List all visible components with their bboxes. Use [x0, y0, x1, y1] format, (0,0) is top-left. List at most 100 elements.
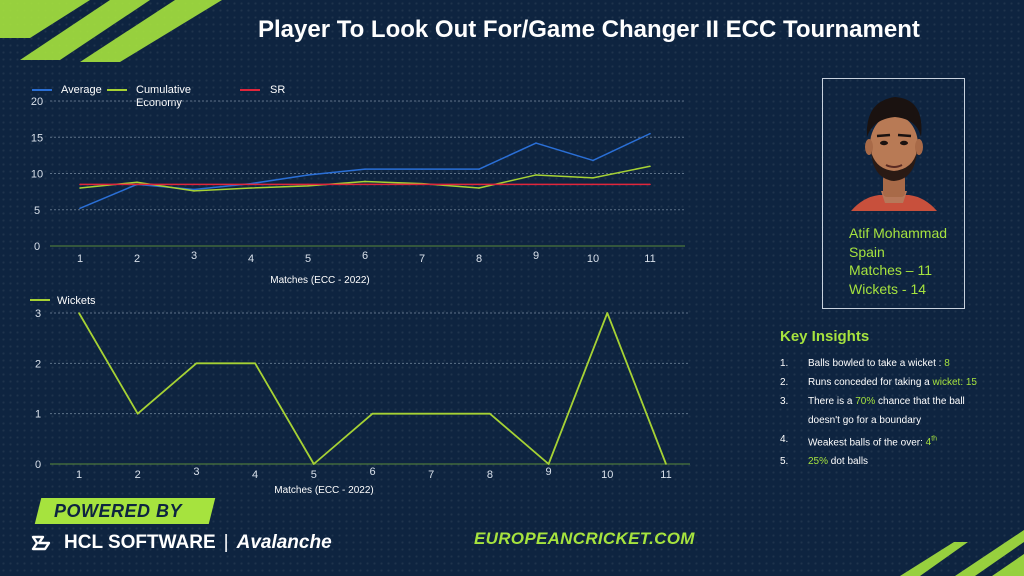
x-tick-label: 4 [252, 469, 258, 481]
x-tick-label: 9 [546, 466, 552, 478]
brand-separator: | [223, 532, 229, 553]
insight-item: 1. Balls bowled to take a wicket : 8 [780, 354, 1020, 373]
data-point [592, 183, 594, 186]
insight-number: 4. [780, 434, 789, 445]
x-tick-label: 6 [362, 250, 368, 262]
data-point [250, 183, 252, 186]
data-point [489, 412, 491, 415]
data-point [535, 183, 537, 186]
data-point [195, 362, 198, 365]
insight-highlight: 25% [808, 456, 829, 468]
data-point [478, 187, 480, 189]
legend-economy-label: Cumulative Economy [136, 84, 191, 109]
legend-average-label: Average [61, 84, 102, 96]
y-tick-label: 10 [31, 169, 43, 181]
player-card [822, 78, 965, 309]
top-left-stripes [0, 0, 222, 62]
data-point [79, 207, 81, 210]
x-tick-label: 8 [487, 469, 493, 481]
insight-text: doesn't go for a boundary [808, 415, 922, 426]
data-point [313, 463, 315, 465]
data-point [478, 168, 480, 170]
data-point [547, 463, 550, 465]
bottom-x-axis-title: Matches (ECC - 2022) [274, 485, 373, 496]
data-point [592, 159, 594, 162]
insight-number: 1. [780, 358, 789, 369]
y-tick-label: 0 [35, 459, 41, 471]
data-point [421, 168, 423, 170]
x-tick-label: 2 [135, 469, 141, 481]
data-point [371, 412, 374, 415]
data-point [193, 188, 195, 191]
y-tick-label: 3 [35, 308, 41, 320]
insights-list: 1. Balls bowled to take a wicket : 8 2. Run… [780, 354, 1020, 471]
insight-item: doesn't go for a boundary [780, 411, 1020, 430]
series-line-wickets [78, 312, 667, 465]
hcl-logo-icon [31, 535, 51, 551]
top-x-ticks: 1 2 3 4 5 6 7 8 9 10 11 [77, 250, 656, 265]
data-point [478, 183, 480, 186]
data-point [136, 412, 139, 415]
top-y-ticks: 0 5 10 15 20 [31, 96, 43, 253]
insight-number: 3. [780, 396, 789, 407]
x-tick-label: 10 [587, 253, 599, 265]
insight-item: 3. There is a 70% chance that the ball [780, 392, 1020, 411]
insight-highlight: 8 [944, 358, 950, 369]
x-tick-label: 8 [476, 253, 482, 265]
legend-sr-label: SR [270, 84, 285, 96]
x-tick-label: 10 [601, 469, 613, 481]
data-point [307, 183, 309, 186]
data-point [649, 183, 651, 186]
data-point [254, 362, 256, 365]
x-tick-label: 1 [76, 469, 82, 481]
data-point [79, 183, 81, 186]
x-tick-label: 5 [305, 253, 311, 265]
data-point [136, 181, 138, 183]
data-point [535, 142, 537, 144]
insights-title: Key Insights [780, 328, 870, 345]
data-point [78, 312, 80, 314]
insight-highlight: 4th [925, 436, 938, 449]
data-point [136, 183, 138, 186]
player-name: Atif Mohammad [849, 225, 948, 241]
player-matches: Matches – 11 [849, 262, 933, 278]
data-point [364, 180, 366, 183]
insight-highlight: wicket: 15 [932, 377, 977, 388]
player-wickets: Wickets - 14 [849, 280, 927, 297]
insight-item: 5. 25% dot balls [780, 452, 1020, 471]
y-tick-label: 1 [35, 409, 41, 421]
insight-highlight: 70% [855, 396, 876, 407]
y-tick-label: 2 [35, 358, 41, 370]
data-point [535, 174, 537, 176]
top-grid [50, 100, 685, 247]
data-point [606, 312, 609, 314]
data-point [649, 165, 651, 168]
website-link[interactable]: EUROPEANCRICKET.COM [474, 529, 695, 548]
y-tick-label: 15 [31, 132, 43, 144]
x-tick-label: 4 [248, 253, 254, 265]
player-photo [851, 97, 937, 211]
x-tick-label: 9 [533, 250, 539, 262]
data-point [307, 185, 309, 187]
data-point [193, 190, 195, 192]
insight-number: 5. [780, 456, 789, 468]
insight-item: 4. Weakest balls of the over: 4th [780, 430, 1020, 452]
data-point [193, 183, 195, 186]
top-legend: Average Cumulative Economy SR [32, 84, 285, 109]
x-tick-label: 2 [134, 253, 140, 265]
page-title: Player To Look Out For/Game Changer II E… [258, 16, 920, 43]
company-name: HCL SOFTWARE [64, 532, 216, 553]
y-tick-label: 20 [31, 96, 43, 108]
x-tick-label: 7 [428, 469, 434, 481]
x-tick-label: 11 [644, 253, 655, 265]
data-point [250, 187, 252, 189]
top-x-axis-title: Matches (ECC - 2022) [270, 275, 369, 286]
bottom-legend: Wickets [30, 295, 96, 307]
y-tick-label: 5 [34, 205, 40, 217]
data-point [665, 463, 667, 465]
insight-text: 25% dot balls [808, 456, 869, 468]
insight-text: Balls bowled to take a wicket : 8 [808, 358, 950, 369]
x-tick-label: 3 [191, 250, 197, 262]
